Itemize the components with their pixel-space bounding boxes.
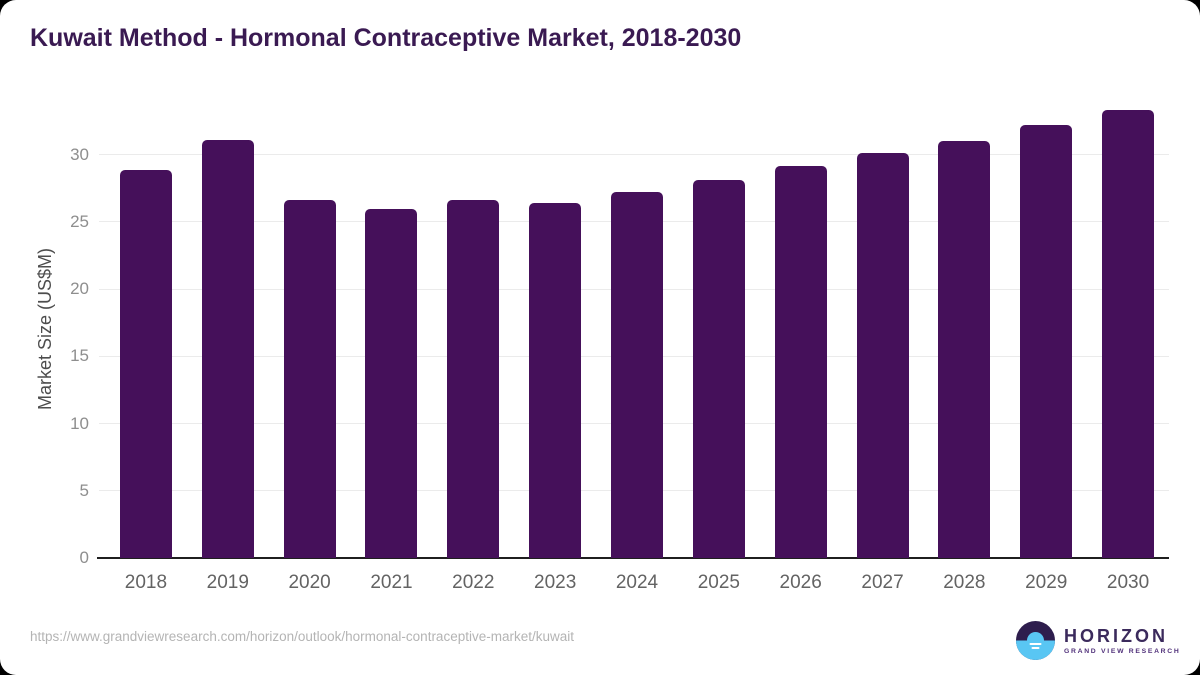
x-tick-label-2018: 2018 [124, 572, 168, 593]
bar-2021 [365, 208, 418, 558]
logo-sun-dome [1027, 632, 1044, 641]
bar-2026 [774, 165, 827, 558]
horizon-logo: HORIZON GRAND VIEW RESEARCH [1016, 621, 1181, 660]
bar-2025 [692, 180, 745, 558]
x-tick-label-2029: 2029 [1025, 572, 1068, 593]
bar-2030 [1102, 110, 1155, 558]
x-tick-label-2020: 2020 [288, 572, 331, 593]
horizon-sun-icon [1016, 621, 1055, 660]
bar-2022 [447, 200, 500, 558]
bar-2028 [938, 141, 991, 558]
logo-circle-bottom [1016, 640, 1055, 660]
logo-text: HORIZON GRAND VIEW RESEARCH [1064, 627, 1181, 655]
logo-tagline-text: GRAND VIEW RESEARCH [1064, 647, 1181, 655]
bar-2024 [611, 192, 663, 558]
bar-2027 [856, 153, 909, 558]
logo-reflection-line-2 [1031, 647, 1040, 649]
plot-area: 0 5 10 15 20 25 30 2018 2019 2020 2021 2022 2023 2024… [70, 101, 1169, 593]
y-tick-label-25: 25 [70, 211, 89, 231]
x-tick-label-2021: 2021 [370, 572, 413, 593]
bar-2019 [201, 139, 254, 558]
source-url: https://www.grandviewresearch.com/horizo… [30, 629, 574, 644]
y-axis-title-text: Market Size (US$M) [34, 248, 55, 411]
bar-2018 [119, 169, 172, 558]
bar-2023 [529, 203, 582, 558]
gridline-30 [99, 154, 1169, 156]
bar-2020 [283, 200, 336, 558]
x-tick-label-2028: 2028 [943, 572, 986, 593]
y-tick-label-5: 5 [79, 480, 89, 500]
chart-title: Kuwait Method - Hormonal Contraceptive M… [30, 24, 742, 52]
x-tick-label-2023: 2023 [534, 572, 577, 593]
logo-brand-text: HORIZON [1064, 625, 1168, 646]
x-axis-line [97, 557, 1169, 559]
y-tick-label-30: 30 [70, 144, 89, 164]
x-tick-label-2019: 2019 [206, 572, 249, 593]
y-tick-label-10: 10 [70, 413, 89, 433]
x-tick-label-2022: 2022 [452, 572, 495, 593]
logo-reflection-line-1 [1029, 643, 1042, 645]
y-tick-label-15: 15 [70, 346, 89, 366]
x-tick-label-2024: 2024 [615, 572, 659, 593]
x-tick-label-2030: 2030 [1106, 572, 1150, 593]
x-tick-label-2026: 2026 [779, 572, 822, 593]
bar-2029 [1020, 125, 1073, 558]
y-tick-label-0: 0 [79, 548, 89, 567]
y-tick-label-20: 20 [70, 279, 89, 299]
x-tick-label-2027: 2027 [861, 572, 904, 593]
x-tick-label-2025: 2025 [697, 572, 740, 593]
